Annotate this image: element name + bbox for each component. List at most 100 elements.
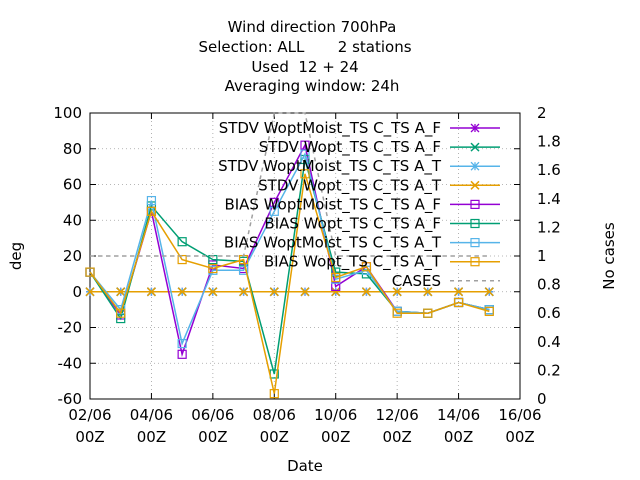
- axes: -60 -40 -20 0 20 40 60 80 100 0 0.2 0.4 0.6 0.8 1 1.2 1.…: [53, 104, 561, 446]
- data-point: [269, 287, 279, 297]
- data-point: [453, 297, 464, 308]
- y-tick-label: 40: [63, 211, 82, 229]
- data-point: [146, 287, 156, 297]
- data-point: [470, 180, 480, 190]
- data-point: [361, 287, 371, 297]
- x-tick-label: 00Z: [382, 428, 411, 446]
- data-point: [177, 237, 187, 247]
- data-point: [300, 169, 310, 179]
- y2-tick-label: 0.4: [537, 333, 561, 351]
- data-point-stroke: [423, 287, 433, 297]
- legend-entry: STDV Wopt_TS C_TS A_F: [259, 138, 500, 157]
- data-point: [423, 287, 433, 297]
- data-point-stroke: [300, 287, 310, 297]
- series-9: [90, 112, 490, 257]
- data-point: [300, 140, 310, 150]
- y2-tick-label: 2: [537, 104, 547, 122]
- x-tick-label: 12/06: [376, 406, 419, 424]
- y2-tick-label: 0.6: [537, 304, 561, 322]
- x-tick-label: 00Z: [260, 428, 289, 446]
- data-point: [146, 195, 157, 206]
- legend-entry: BIAS Wopt_TS C_TS A_F: [264, 215, 500, 234]
- legend-label: BIAS Wopt_TS C_TS A_T: [264, 253, 442, 272]
- data-point: [361, 262, 372, 272]
- data-point: [146, 206, 157, 216]
- x-tick-label: 00Z: [321, 428, 350, 446]
- legend-entry: STDV WoptMoist_TS C_TS A_T: [218, 157, 500, 176]
- series-layer: [85, 112, 494, 399]
- data-point: [392, 287, 402, 297]
- data-point-stroke: [85, 287, 95, 297]
- data-point-stroke: [177, 287, 187, 297]
- y-tick-label: -40: [58, 354, 83, 372]
- y2-tick-label: 0.8: [537, 276, 561, 294]
- x-tick-label: 00Z: [137, 428, 166, 446]
- y2-tick-label: 1.8: [537, 133, 561, 151]
- y-tick-label: -60: [58, 390, 83, 408]
- data-point: [470, 257, 480, 267]
- data-point: [85, 287, 95, 297]
- data-point: [423, 308, 433, 318]
- y-tick-label: 100: [53, 104, 82, 122]
- legend-label: BIAS WoptMoist_TS C_TS A_T: [224, 234, 442, 253]
- data-point: [177, 287, 187, 297]
- x-tick-label: 04/06: [130, 406, 173, 424]
- y-tick-label: -20: [58, 319, 83, 337]
- data-point-stroke: [470, 180, 480, 190]
- data-point: [470, 142, 480, 152]
- data-point: [470, 123, 480, 133]
- data-point: [300, 149, 310, 159]
- legend-entry: BIAS WoptMoist_TS C_TS A_T: [224, 234, 500, 253]
- data-point: [269, 206, 279, 216]
- x-tick-label: 08/06: [253, 406, 296, 424]
- legend-entry: BIAS Wopt_TS C_TS A_T: [264, 253, 500, 272]
- x-tick-label: 16/06: [498, 406, 541, 424]
- x-tick-label: 00Z: [444, 428, 473, 446]
- y2-tick-label: 1.6: [537, 161, 561, 179]
- y2-tick-label: 1: [537, 247, 547, 265]
- x-tick-label: 10/06: [314, 406, 357, 424]
- data-point: [116, 287, 126, 297]
- data-point: [177, 254, 187, 265]
- data-point: [238, 265, 249, 275]
- data-point: [470, 218, 480, 229]
- legend-entry: STDV WoptMoist_TS C_TS A_F: [219, 119, 500, 138]
- data-point-stroke: [146, 287, 156, 297]
- y2-tick-label: 1.2: [537, 218, 561, 236]
- legend-label: STDV WoptMoist_TS C_TS A_T: [218, 157, 442, 176]
- data-point: [300, 287, 310, 297]
- data-point: [331, 287, 341, 297]
- data-point: [116, 313, 126, 324]
- title-line-3: Used 12 + 24: [251, 58, 358, 76]
- y-axis-label: deg: [7, 242, 25, 270]
- data-point-stroke: [208, 287, 218, 297]
- data-point: [85, 267, 95, 277]
- x-tick-label: 14/06: [437, 406, 480, 424]
- data-point: [392, 308, 402, 318]
- y2-tick-label: 1.4: [537, 190, 561, 208]
- data-point: [454, 287, 464, 297]
- y2-axis-label: No cases: [600, 222, 618, 290]
- legend-label: STDV Wopt_TS C_TS A_F: [259, 138, 441, 157]
- data-point: [208, 263, 218, 274]
- x-axis-label: Date: [287, 457, 323, 475]
- legend-label: STDV WoptMoist_TS C_TS A_F: [219, 119, 441, 138]
- data-point-stroke: [331, 287, 341, 297]
- legend-entry: BIAS WoptMoist_TS C_TS A_F: [224, 195, 500, 214]
- series-4: [85, 287, 494, 297]
- data-point-stroke: [361, 287, 371, 297]
- legend-entry: STDV Wopt_TS C_TS A_T: [258, 176, 500, 195]
- series-line: [90, 112, 490, 257]
- y-tick-label: 0: [72, 283, 82, 301]
- y-tick-label: 20: [63, 247, 82, 265]
- data-point-stroke: [269, 287, 279, 297]
- x-tick-label: 00Z: [505, 428, 534, 446]
- data-point: [208, 287, 218, 297]
- title-line-1: Wind direction 700hPa: [228, 18, 397, 36]
- legend-entry: CASES: [392, 272, 500, 290]
- legend-label: CASES: [392, 272, 441, 290]
- legend-label: BIAS Wopt_TS C_TS A_F: [264, 215, 441, 234]
- y2-tick-label: 0: [537, 390, 547, 408]
